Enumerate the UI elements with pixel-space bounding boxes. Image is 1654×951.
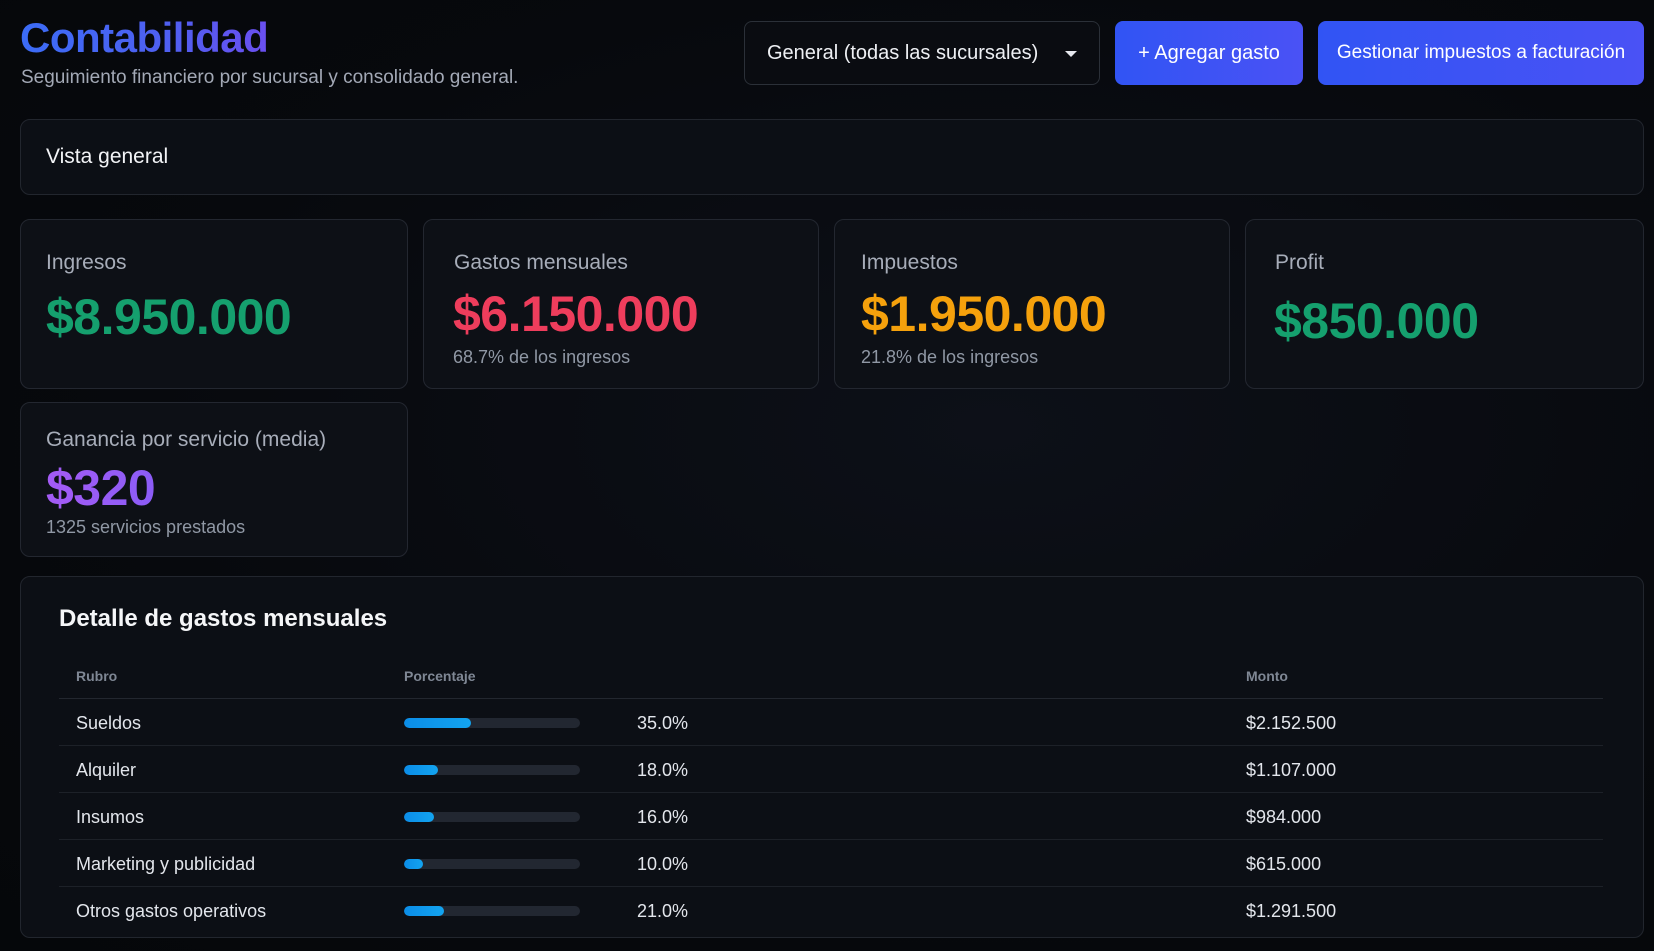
row-percent: 35.0% — [637, 713, 689, 733]
row-percent: 16.0% — [637, 807, 689, 827]
row-percent: 10.0% — [637, 854, 689, 874]
branch-select-value: General (todas las sucursales) — [767, 41, 1039, 64]
expenses-note: 68.7% de los ingresos — [453, 347, 631, 367]
manage-taxes-button[interactable]: Gestionar impuestos a facturación — [1318, 21, 1644, 85]
row-rubro: Alquiler — [76, 760, 137, 780]
row-monto: $1.107.000 — [1246, 760, 1337, 780]
row-monto: $615.000 — [1246, 854, 1322, 874]
row-rubro: Otros gastos operativos — [76, 901, 267, 921]
percent-bar — [404, 765, 580, 775]
percent-bar-fill — [404, 859, 423, 869]
service-gain-label: Ganancia por servicio (media) — [46, 428, 327, 451]
overview-tab[interactable]: Vista general — [20, 119, 1644, 195]
expenses-value: $6.150.000 — [453, 286, 699, 342]
expenses-card: Gastos mensuales $6.150.000 68.7% de los… — [423, 219, 819, 389]
table-row: Insumos 16.0% $984.000 — [59, 793, 1603, 840]
row-percent: 18.0% — [637, 760, 689, 780]
profit-value: $850.000 — [1274, 293, 1479, 349]
table-row: Alquiler 18.0% $1.107.000 — [59, 746, 1603, 793]
percent-bar — [404, 718, 580, 728]
taxes-note: 21.8% de los ingresos — [861, 347, 1039, 367]
row-monto: $984.000 — [1246, 807, 1322, 827]
column-header-rubro: Rubro — [76, 668, 118, 684]
row-monto: $2.152.500 — [1246, 713, 1337, 733]
accounting-page: Contabilidad Seguimiento financiero por … — [20, 0, 1644, 938]
table-row: Marketing y publicidad 10.0% $615.000 — [59, 840, 1603, 887]
expense-table: Rubro Porcentaje Monto Sueldos 35.0% $2.… — [59, 655, 1603, 934]
expense-detail-title: Detalle de gastos mensuales — [59, 605, 388, 632]
table-row: Otros gastos operativos 21.0% $1.291.500 — [59, 887, 1603, 934]
percent-bar-fill — [404, 906, 444, 916]
service-gain-card: Ganancia por servicio (media) $320 1325 … — [20, 402, 408, 557]
row-rubro: Insumos — [76, 807, 145, 827]
caret-down-icon — [1065, 51, 1077, 57]
percent-bar — [404, 812, 580, 822]
table-header: Rubro Porcentaje Monto — [59, 655, 1603, 699]
header-actions: General (todas las sucursales) + Agregar… — [744, 21, 1644, 85]
row-monto: $1.291.500 — [1246, 901, 1337, 921]
page-title: Contabilidad — [20, 14, 269, 61]
row-rubro: Marketing y publicidad — [76, 854, 256, 874]
profit-card: Profit $850.000 — [1245, 219, 1644, 389]
expense-detail-panel: Detalle de gastos mensuales Rubro Porcen… — [20, 576, 1644, 938]
column-header-porcentaje: Porcentaje — [404, 668, 476, 684]
taxes-label: Impuestos — [861, 251, 958, 274]
income-value: $8.950.000 — [46, 289, 292, 345]
percent-bar — [404, 859, 580, 869]
service-gain-note: 1325 servicios prestados — [46, 517, 246, 537]
page-header: Contabilidad Seguimiento financiero por … — [20, 0, 1644, 110]
row-rubro: Sueldos — [76, 713, 142, 733]
expenses-label: Gastos mensuales — [454, 251, 628, 274]
row-percent: 21.0% — [637, 901, 689, 921]
overview-label: Vista general — [46, 145, 169, 168]
service-gain-value: $320 — [46, 460, 156, 516]
profit-label: Profit — [1275, 251, 1325, 274]
income-label: Ingresos — [46, 251, 127, 274]
taxes-card: Impuestos $1.950.000 21.8% de los ingres… — [834, 219, 1230, 389]
table-row: Sueldos 35.0% $2.152.500 — [59, 699, 1603, 746]
add-expense-button[interactable]: + Agregar gasto — [1115, 21, 1303, 85]
branch-select[interactable]: General (todas las sucursales) — [744, 21, 1100, 85]
page-subtitle: Seguimiento financiero por sucursal y co… — [21, 67, 519, 88]
table-body: Sueldos 35.0% $2.152.500 Alquiler 18.0% … — [59, 699, 1603, 934]
percent-bar — [404, 906, 580, 916]
percent-bar-fill — [404, 765, 439, 775]
income-card: Ingresos $8.950.000 — [20, 219, 408, 389]
taxes-value: $1.950.000 — [861, 286, 1107, 342]
column-header-monto: Monto — [1246, 668, 1288, 684]
percent-bar-fill — [404, 812, 435, 822]
percent-bar-fill — [404, 718, 471, 728]
